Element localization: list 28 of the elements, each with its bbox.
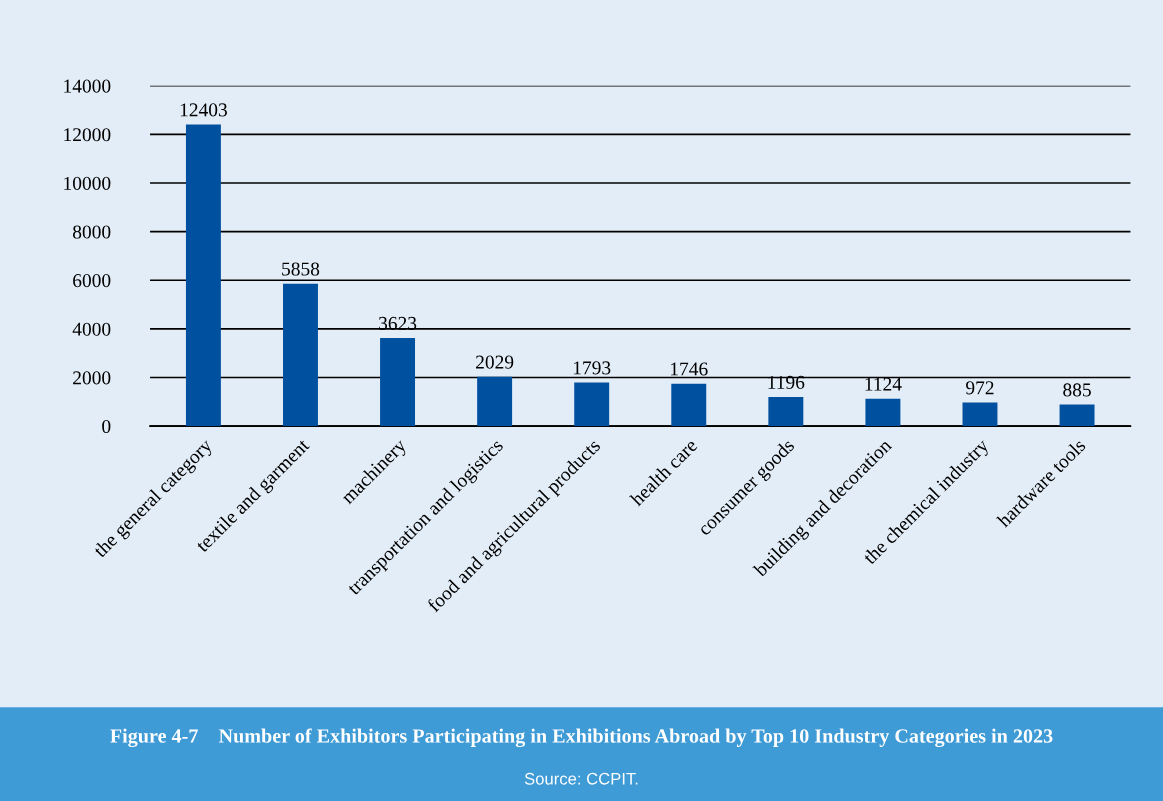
bar <box>185 124 221 427</box>
y-tick-label: 0 <box>102 419 111 434</box>
y-tick-label: 12000 <box>64 128 111 142</box>
source-note: Source: CCPIT. <box>524 772 638 785</box>
y-tick-label: 14000 <box>64 79 111 93</box>
y-tick-label: 6000 <box>73 274 111 288</box>
y-tick-label: 10000 <box>64 176 111 190</box>
data-label: 885 <box>1063 383 1091 397</box>
bar <box>283 283 318 427</box>
bar <box>477 376 513 427</box>
data-label: 1124 <box>865 377 902 391</box>
bar <box>380 338 416 427</box>
data-label: 1746 <box>671 362 708 376</box>
y-tick-label: 2000 <box>73 371 111 385</box>
bar <box>671 383 707 427</box>
data-label: 972 <box>966 381 994 395</box>
data-label: 5858 <box>282 262 320 276</box>
data-label: 1793 <box>573 361 611 375</box>
bar <box>1059 404 1095 427</box>
y-tick-label: 4000 <box>72 322 111 336</box>
bar <box>574 382 610 427</box>
bar <box>865 398 901 427</box>
data-label: 12403 <box>180 103 227 117</box>
text: Figure 4-7 Number of Exhibitors Participating in Exhibitions Abroad by Top 10 Industry Categories in 2023 <box>110 728 1053 748</box>
bar <box>962 402 998 427</box>
data-label: 2029 <box>476 355 514 369</box>
y-tick-label: 8000 <box>72 225 111 239</box>
bar <box>768 397 804 427</box>
